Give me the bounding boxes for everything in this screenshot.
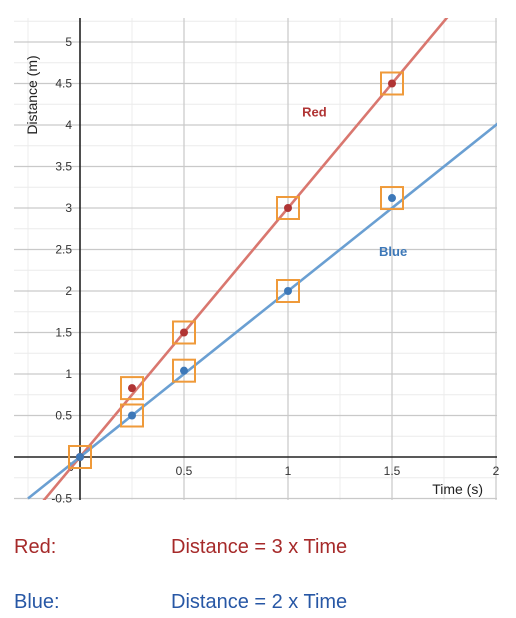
- red-equation-text: Distance = 3 x Time: [171, 536, 348, 558]
- blue-equation-name: Blue:: [14, 591, 60, 613]
- series-labels: Red Blue: [302, 105, 407, 259]
- y-tick-label: 2: [65, 284, 72, 298]
- blue-data-point: [388, 194, 396, 203]
- red-fit-line: [42, 18, 449, 500]
- blue-point-highlight: [68, 445, 92, 469]
- grid: [14, 18, 497, 500]
- y-tick-label: 1: [65, 367, 72, 381]
- red-point-highlight: [120, 376, 144, 401]
- y-tick-label: 5: [65, 35, 72, 49]
- blue-point-highlight: [120, 403, 144, 428]
- blue-data-point: [180, 366, 188, 375]
- blue-fit-line: [27, 122, 497, 500]
- blue-point-highlight: [172, 358, 196, 383]
- red-point-highlight: [276, 196, 300, 220]
- y-tick-label: 3: [65, 201, 72, 215]
- red-series-label: Red: [302, 105, 327, 120]
- blue-data-point: [284, 287, 292, 295]
- data-points: [68, 71, 404, 469]
- red-data-point: [388, 79, 396, 88]
- axes: [14, 18, 497, 500]
- red-equation-name: Red:: [14, 536, 57, 558]
- x-axis-title: Time (s): [432, 481, 483, 497]
- blue-series-label: Blue: [379, 244, 407, 259]
- tick-labels: 0.511.52-0.50.511.522.533.544.550Time (s…: [24, 35, 500, 506]
- y-tick-label: 3.5: [55, 160, 72, 174]
- red-data-point: [284, 204, 292, 212]
- y-tick-label: 4.5: [55, 77, 72, 91]
- blue-data-point: [128, 411, 136, 420]
- blue-equation-text: Distance = 2 x Time: [171, 591, 348, 613]
- x-tick-label: 0.5: [176, 464, 193, 478]
- blue-point-highlight: [276, 279, 300, 303]
- y-tick-label: 2.5: [55, 243, 72, 257]
- red-point-highlight: [380, 71, 404, 96]
- x-tick-label: 2: [493, 464, 500, 478]
- y-tick-label: -0.5: [51, 492, 72, 506]
- red-point-highlight: [172, 320, 196, 345]
- x-tick-label: 1: [285, 464, 292, 478]
- series-lines: [27, 18, 497, 500]
- red-data-point: [180, 328, 188, 337]
- x-tick-label: 1.5: [384, 464, 401, 478]
- y-tick-label: 1.5: [55, 326, 72, 340]
- y-tick-label: 4: [65, 118, 72, 132]
- y-axis-title: Distance (m): [24, 55, 40, 134]
- y-tick-label: 0.5: [55, 409, 72, 423]
- red-data-point: [128, 384, 136, 393]
- blue-data-point: [76, 453, 84, 461]
- blue-point-highlight: [380, 186, 404, 211]
- distance-time-chart: 0.511.52-0.50.511.522.533.544.550Time (s…: [14, 18, 500, 506]
